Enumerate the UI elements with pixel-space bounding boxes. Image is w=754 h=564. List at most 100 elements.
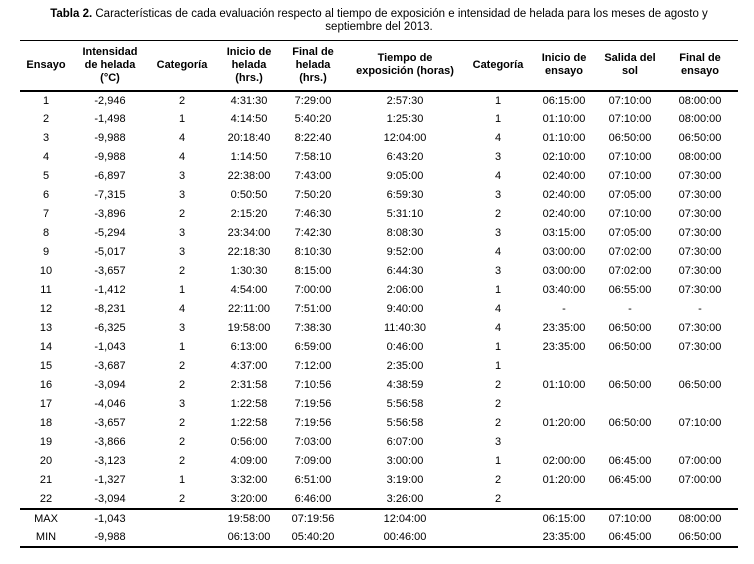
table-cell: 01:20:00 [542, 474, 586, 486]
table-cell: 2:35:00 [386, 360, 424, 372]
table-cell: 8:15:00 [294, 265, 332, 277]
table-cell: 6 [42, 189, 50, 201]
table-cell [530, 490, 598, 509]
table-cell: -3,123 [94, 455, 126, 467]
table-cell: 07:10:00 [608, 512, 652, 525]
table-cell: 20:18:40 [227, 132, 271, 144]
table-cell: 02:10:00 [542, 151, 586, 163]
table-cell: 9 [42, 246, 50, 258]
table-cell: 7:42:30 [294, 227, 332, 239]
table-row: 12 -8,231 4 22:11:00 7:51:00 9:40:00 4 - - - [20, 300, 738, 319]
table-cell: 08:00:00 [678, 512, 722, 525]
table-cell: 2 [494, 398, 502, 410]
table-cell: 3 [494, 265, 502, 277]
paper-page: Tabla 2. Características de cada evaluac… [20, 8, 738, 547]
table-cell: 08:00:00 [678, 113, 722, 125]
table-cell: 5:56:58 [386, 398, 424, 410]
table-cell: 1:25:30 [386, 113, 424, 125]
table-cell: -3,094 [94, 379, 126, 391]
table-cell: 06:13:00 [227, 530, 271, 543]
table-cell [598, 433, 662, 452]
table-cell: 06:50:00 [608, 132, 652, 144]
table-cell: 00:46:00 [383, 530, 427, 543]
table-caption-text-line1: Características de cada evaluación respe… [92, 8, 708, 20]
table-cell: 21 [39, 474, 53, 486]
table-cell: 07:10:00 [608, 170, 652, 182]
table-cell: 01:20:00 [542, 417, 586, 429]
table-cell [466, 509, 530, 528]
table-cell: 7:51:00 [294, 303, 332, 315]
table-cell: 5:40:20 [294, 113, 332, 125]
table-cell: 02:40:00 [542, 208, 586, 220]
table-cell: 6:59:00 [294, 341, 332, 353]
table-cell: 12:04:00 [383, 512, 427, 525]
table-row: 9 -5,017 3 22:18:30 8:10:30 9:52:00 4 03:00:00 0… [20, 243, 738, 262]
table-cell: 2 [178, 379, 186, 391]
table-cell: 06:50:00 [608, 417, 652, 429]
table-row: 7 -3,896 2 2:15:20 7:46:30 5:31:10 2 02:40:00 07… [20, 205, 738, 224]
table-cell: 3 [178, 170, 186, 182]
table-cell: 06:15:00 [542, 512, 586, 525]
table-cell: 07:30:00 [678, 189, 722, 201]
summary-row: MIN -9,988 06:13:00 05:40:20 00:46:00 23:35:0… [20, 528, 738, 547]
table-cell: 2 [494, 208, 502, 220]
table-cell [662, 395, 738, 414]
table-cell: 15 [39, 360, 53, 372]
table-cell: 3 [494, 151, 502, 163]
table-row: 20 -3,123 2 4:09:00 7:09:00 3:00:00 1 02:00:00 0… [20, 452, 738, 471]
table-cell: -7,315 [94, 189, 126, 201]
table-cell: 7:38:30 [294, 322, 332, 334]
table-row: 17 -4,046 3 1:22:58 7:19:56 5:56:58 2 [20, 395, 738, 414]
table-cell: 07:10:00 [678, 417, 722, 429]
table-cell: -5,017 [94, 246, 126, 258]
table-cell: 2 [178, 94, 186, 107]
table-cell: 5 [42, 170, 50, 182]
table-cell: 07:30:00 [678, 265, 722, 277]
table-row: 8 -5,294 3 23:34:00 7:42:30 8:08:30 3 03:15:00 0… [20, 224, 738, 243]
table-cell: -2,946 [94, 94, 126, 107]
table-cell: 4 [494, 246, 502, 258]
table-cell: 03:40:00 [542, 284, 586, 296]
table-cell: 3 [178, 227, 186, 239]
table-cell: -1,043 [94, 512, 126, 525]
table-row: 11 -1,412 1 4:54:00 7:00:00 2:06:00 1 03:40:00 0… [20, 281, 738, 300]
table-cell: 2:57:30 [386, 94, 424, 107]
table-cell: - [562, 303, 566, 315]
table-cell: -1,327 [94, 474, 126, 486]
table-cell: 4 [494, 303, 502, 315]
table-cell: 20 [39, 455, 53, 467]
table-cell: 4:14:50 [230, 113, 268, 125]
table-cell: 5:56:58 [386, 417, 424, 429]
table-row: 15 -3,687 2 4:37:00 7:12:00 2:35:00 1 [20, 357, 738, 376]
table-caption-text-line2: septiembre del 2013. [325, 21, 433, 33]
table-cell: 2:15:20 [230, 208, 268, 220]
table-cell: 4:37:00 [230, 360, 268, 372]
table-row: 2 -1,498 1 4:14:50 5:40:20 1:25:30 1 01:10:00 07… [20, 110, 738, 129]
table-cell: 07:30:00 [678, 322, 722, 334]
table-cell: 19 [39, 436, 53, 448]
table-cell: 07:05:00 [608, 189, 652, 201]
table-cell: 4 [494, 322, 502, 334]
table-cell: 7:58:10 [294, 151, 332, 163]
table-row: 6 -7,315 3 0:50:50 7:50:20 6:59:30 3 02:40:00 07… [20, 186, 738, 205]
table-cell: 2 [178, 360, 186, 372]
table-cell: 4 [178, 132, 186, 144]
table-cell: 0:50:50 [230, 189, 268, 201]
table-cell [530, 433, 598, 452]
table-cell: 22:18:30 [227, 246, 271, 258]
column-header: Salida del sol [604, 52, 656, 78]
table-cell [662, 490, 738, 509]
table-summary: MAX -1,043 19:58:00 07:19:56 12:04:00 06:15:0… [20, 508, 738, 547]
table-cell: 06:50:00 [608, 379, 652, 391]
table-cell: 06:45:00 [608, 530, 652, 543]
table-cell: -9,988 [94, 530, 126, 543]
table-cell: 7:43:00 [294, 170, 332, 182]
table-cell [662, 433, 738, 452]
table-cell: 07:30:00 [678, 227, 722, 239]
table-cell: 07:30:00 [678, 284, 722, 296]
table-cell: 9:40:00 [386, 303, 424, 315]
table-cell: 07:00:00 [678, 474, 722, 486]
table-cell: 4:31:30 [230, 94, 268, 107]
table-cell: 3 [178, 246, 186, 258]
table-cell: 6:51:00 [294, 474, 332, 486]
